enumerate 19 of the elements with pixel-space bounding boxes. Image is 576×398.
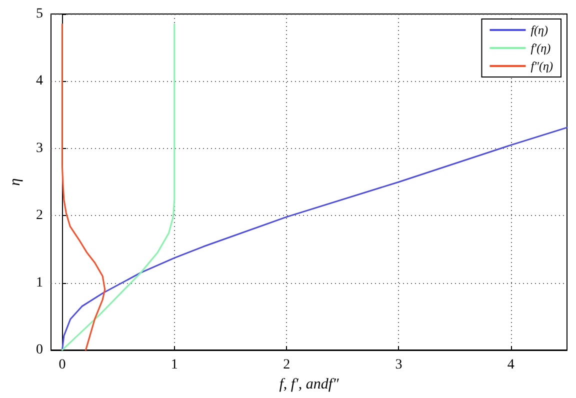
legend-label: f(η) (530, 23, 548, 37)
y-axis-title: η (8, 178, 24, 186)
line-series (61, 23, 176, 351)
y-tick-label: 4 (36, 74, 43, 89)
x-tick-label: 2 (283, 358, 290, 372)
legend-label: f′(η) (530, 41, 551, 55)
line-series (61, 23, 106, 351)
y-tick-label: 2 (36, 208, 43, 224)
y-tick-label: 3 (36, 140, 43, 156)
x-tick-label: 1 (170, 358, 178, 372)
x-axis-title: f, f′, andf″ (279, 376, 340, 392)
x-tick-label: 3 (395, 358, 402, 372)
y-tick-label: 5 (36, 6, 43, 22)
x-tick-label: 4 (507, 358, 514, 372)
legend-label: f″(η) (530, 59, 554, 73)
x-tick-label: 0 (58, 358, 66, 372)
y-tick-label: 1 (36, 275, 43, 290)
y-tick-label: 0 (36, 342, 43, 358)
line-series (61, 126, 568, 351)
